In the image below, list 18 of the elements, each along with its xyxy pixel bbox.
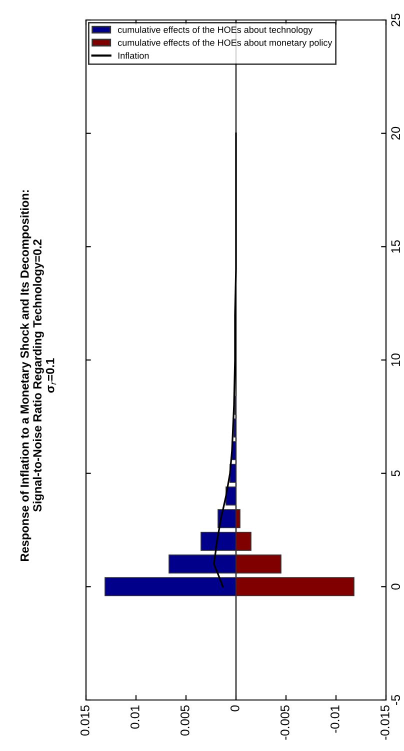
y-tick-label: 10: [391, 354, 400, 366]
x-tick-label: -0.015: [380, 705, 390, 740]
y-tick-label: 0: [391, 584, 400, 590]
y-tick-label: -5: [391, 694, 400, 705]
legend-label: cumulative effects of the HOEs about technology: [118, 26, 313, 35]
x-tick-label: -0.005: [280, 705, 290, 740]
legend-label: Inflation: [118, 52, 149, 59]
text: Response of Inflation to a Monetary Shock and Its Decomposition: Signal-to-Noise Ratio Regarding Technology=0.2 σ$_{r}$=0.1: [20, 190, 56, 561]
y-tick-label: 15: [391, 240, 400, 253]
y-tick-label: 25: [391, 14, 400, 26]
x-tick-label: -0.01: [330, 705, 340, 733]
x-tick-label: 0: [230, 705, 240, 712]
y-tick-label: 5: [391, 470, 400, 476]
y-tick-label: 20: [391, 126, 400, 140]
legend-label: cumulative effects of the HOEs about monetary policy: [118, 39, 332, 48]
x-tick-label: 0.005: [180, 705, 190, 736]
x-tick-label: 0.015: [80, 705, 90, 736]
x-tick-label: 0.01: [130, 705, 140, 729]
